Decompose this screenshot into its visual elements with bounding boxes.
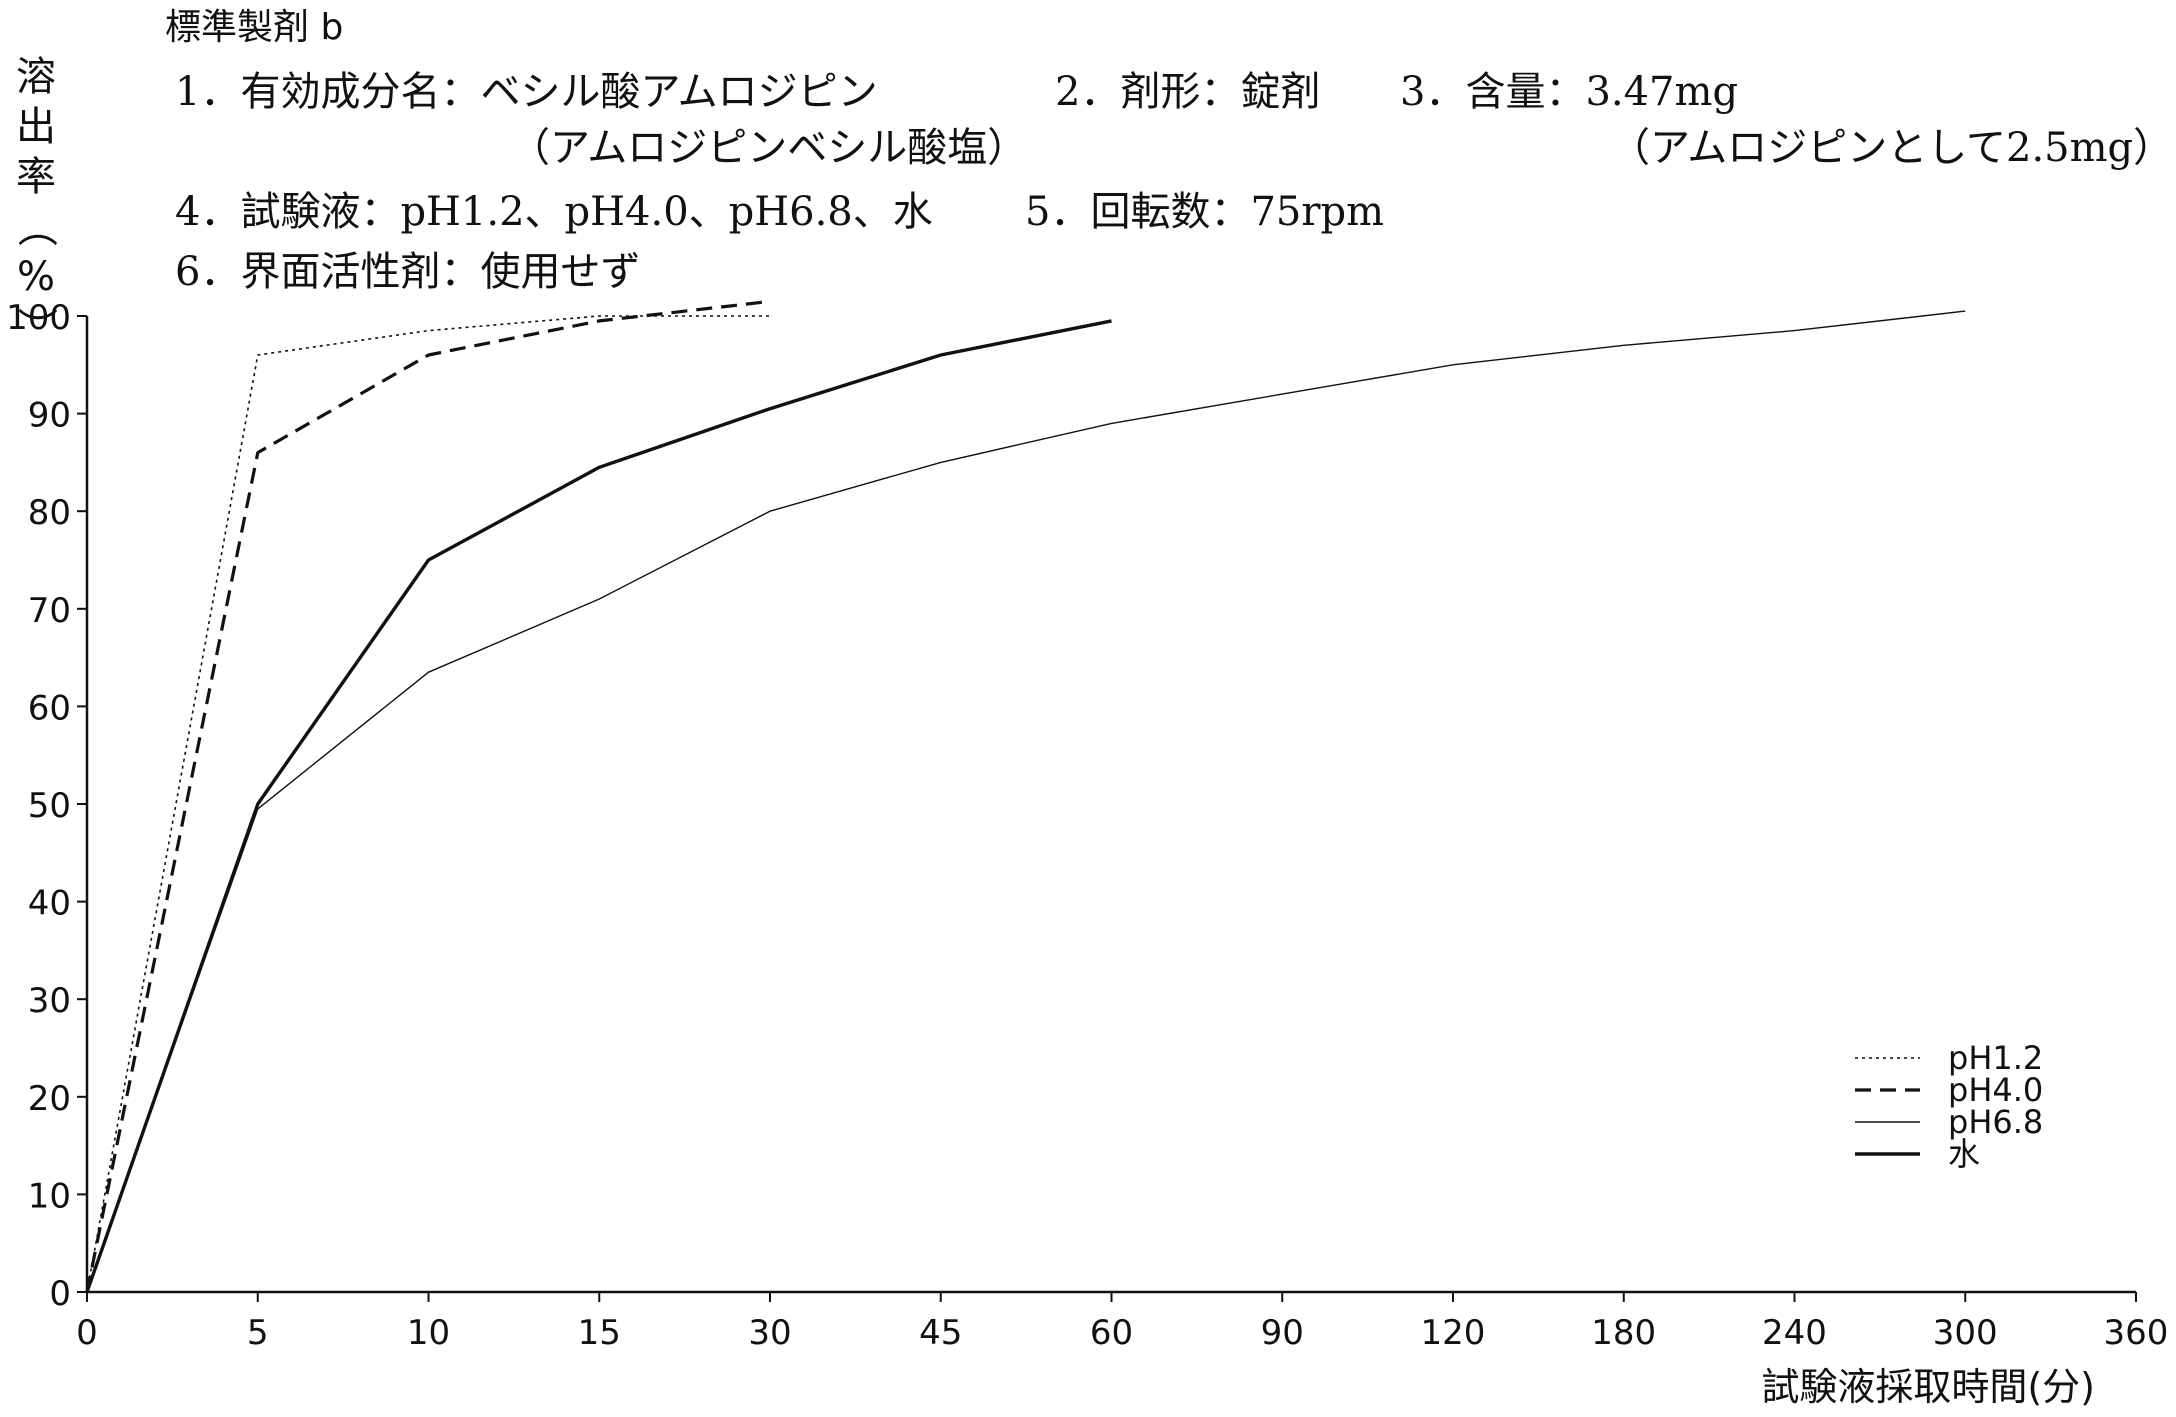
series-line-2 xyxy=(85,299,771,1293)
y-tick-label: 30 xyxy=(28,981,71,1021)
x-tick-label: 30 xyxy=(748,1313,791,1353)
y-tick-label: 70 xyxy=(28,591,71,631)
x-tick-label: 240 xyxy=(1762,1313,1827,1353)
y-tick-label: 40 xyxy=(28,884,71,924)
axes: 0 10 20 30 40 50 60 70 80 90 100 0 5 10 15 30 45 60 90 120 1… xyxy=(6,298,2168,1353)
x-tick-label: 120 xyxy=(1421,1313,1486,1353)
series-line-1 xyxy=(86,315,770,1293)
x-tick-label: 45 xyxy=(919,1313,962,1353)
x-tick-label: 180 xyxy=(1591,1313,1656,1353)
amount-note-text: （アムロジピンとして2.5mg） xyxy=(1610,125,2174,171)
y-tick-label: 10 xyxy=(28,1176,71,1216)
surfactant-text: 6．界面活性剤：使用せず xyxy=(175,249,641,295)
y-tick-label: 60 xyxy=(28,688,71,728)
test-solutions-text: 4．試験液：pH1.2、pH4.0、pH6.8、水 xyxy=(175,189,933,235)
chart-title: 標準製剤 b xyxy=(165,7,344,48)
legend-label: pH6.8 xyxy=(1948,1103,2043,1141)
x-tick-label: 5 xyxy=(247,1313,269,1353)
active-ingredient-text: 1．有効成分名：ベシル酸アムロジピン xyxy=(175,69,878,115)
ingredient-alias-text: （アムロジピンベシル酸塩） xyxy=(510,125,1028,171)
x-tick-label: 60 xyxy=(1090,1313,1133,1353)
series-line-3 xyxy=(86,310,1966,1293)
x-tick-label: 300 xyxy=(1933,1313,1998,1353)
series-line-4 xyxy=(85,319,1112,1293)
x-tick-label: 15 xyxy=(578,1313,621,1353)
x-tick-label: 360 xyxy=(2104,1313,2169,1353)
y-axis-title-char: 溶 xyxy=(16,54,56,100)
plot-area xyxy=(85,299,1966,1293)
y-tick-label: 80 xyxy=(28,493,71,533)
content-amount-text: 3．含量：3.47mg xyxy=(1400,69,1739,115)
x-tick-label: 10 xyxy=(407,1313,450,1353)
y-axis-title: 溶 出 率 （ % ） xyxy=(10,52,62,352)
rotation-speed-text: 5．回転数：75rpm xyxy=(1025,189,1385,235)
dosage-form-text: 2．剤形：錠剤 xyxy=(1055,69,1321,115)
x-tick-label: 90 xyxy=(1261,1313,1304,1353)
y-tick-label: 20 xyxy=(28,1079,71,1119)
y-tick-label: 90 xyxy=(28,396,71,436)
x-tick-label: 0 xyxy=(76,1313,98,1353)
y-tick-label: 100 xyxy=(6,298,71,338)
y-axis-title-char: 率 xyxy=(16,154,56,200)
legend-label: 水 xyxy=(1948,1135,1980,1173)
y-tick-label: 50 xyxy=(28,786,71,826)
y-tick-label: 0 xyxy=(49,1274,71,1314)
x-axis-title: 試験液採取時間(分) xyxy=(1761,1365,2095,1409)
legend-label: pH4.0 xyxy=(1948,1071,2043,1109)
legend-label: pH1.2 xyxy=(1948,1039,2043,1077)
y-axis-title-char: 出 xyxy=(16,104,56,150)
y-axis-title-char: % xyxy=(16,254,55,300)
